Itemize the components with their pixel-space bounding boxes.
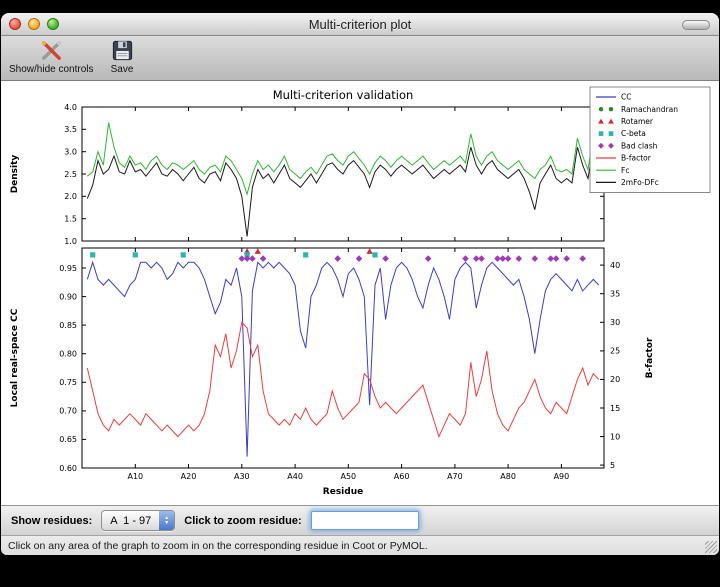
svg-text:Density: Density bbox=[10, 155, 20, 194]
svg-text:A20: A20 bbox=[181, 472, 197, 481]
svg-text:1.0: 1.0 bbox=[64, 237, 77, 246]
svg-text:B-factor: B-factor bbox=[621, 154, 652, 163]
svg-text:A10: A10 bbox=[127, 472, 143, 481]
controls-bar: Show residues: A 1 - 97 ▲▼ Click to zoom… bbox=[1, 505, 719, 535]
svg-text:A80: A80 bbox=[500, 472, 516, 481]
show-hide-controls-button[interactable]: Show/hide controls bbox=[9, 38, 94, 75]
svg-text:25: 25 bbox=[610, 347, 620, 356]
svg-text:2mFo-DFc: 2mFo-DFc bbox=[621, 178, 659, 187]
svg-text:Bad clash: Bad clash bbox=[621, 141, 658, 150]
svg-text:0.95: 0.95 bbox=[59, 264, 77, 273]
dropdown-stepper-icon: ▲▼ bbox=[159, 511, 174, 530]
multi-criterion-plot-window: Multi-criterion plot Show/hide controls bbox=[1, 13, 719, 555]
svg-text:0.75: 0.75 bbox=[59, 378, 77, 387]
svg-text:0.70: 0.70 bbox=[59, 407, 77, 416]
svg-text:40: 40 bbox=[610, 261, 620, 270]
save-button-label: Save bbox=[111, 64, 134, 75]
svg-text:A70: A70 bbox=[447, 472, 463, 481]
svg-text:C-beta: C-beta bbox=[621, 129, 646, 138]
window-title: Multi-criterion plot bbox=[309, 17, 412, 32]
svg-text:20: 20 bbox=[610, 375, 620, 384]
zoom-window-button[interactable] bbox=[47, 18, 59, 30]
svg-text:35: 35 bbox=[610, 290, 620, 299]
svg-text:A50: A50 bbox=[340, 472, 356, 481]
status-message: Click on any area of the graph to zoom i… bbox=[8, 540, 428, 552]
toolbar-toggle-button[interactable] bbox=[682, 20, 710, 30]
svg-text:10: 10 bbox=[610, 432, 620, 441]
svg-text:CC: CC bbox=[621, 93, 631, 102]
zoom-residue-input[interactable] bbox=[311, 511, 419, 530]
svg-text:1.5: 1.5 bbox=[64, 215, 77, 224]
residue-range-dropdown[interactable]: A 1 - 97 ▲▼ bbox=[101, 510, 175, 531]
svg-text:A60: A60 bbox=[394, 472, 410, 481]
residue-range-value: A 1 - 97 bbox=[110, 515, 151, 527]
save-icon bbox=[110, 38, 135, 63]
svg-text:A30: A30 bbox=[234, 472, 250, 481]
show-residues-label: Show residues: bbox=[11, 515, 92, 527]
minimize-button[interactable] bbox=[28, 18, 40, 30]
svg-text:30: 30 bbox=[610, 318, 620, 327]
svg-text:Rotamer: Rotamer bbox=[621, 117, 654, 126]
toolbar: Show/hide controls Save bbox=[1, 36, 719, 81]
titlebar[interactable]: Multi-criterion plot bbox=[1, 13, 719, 36]
svg-text:0.65: 0.65 bbox=[59, 435, 77, 444]
svg-text:B-factor: B-factor bbox=[645, 337, 655, 378]
zoom-residue-label: Click to zoom residue: bbox=[184, 515, 301, 527]
close-button[interactable] bbox=[9, 18, 21, 30]
svg-text:5: 5 bbox=[610, 461, 615, 470]
save-button[interactable]: Save bbox=[110, 38, 135, 75]
svg-text:15: 15 bbox=[610, 404, 620, 413]
show-hide-controls-label: Show/hide controls bbox=[9, 64, 94, 75]
resize-grip-icon[interactable] bbox=[705, 541, 717, 553]
show-hide-controls-icon bbox=[39, 38, 64, 63]
multi-criterion-chart[interactable]: Multi-criterion validation 1.0 1.5 2.0 2.5 3.… bbox=[4, 83, 716, 503]
svg-text:Fc: Fc bbox=[621, 166, 629, 175]
traffic-lights bbox=[9, 18, 59, 30]
svg-text:2.5: 2.5 bbox=[64, 170, 77, 179]
screen: Multi-criterion plot Show/hide controls bbox=[0, 0, 720, 587]
svg-text:3.0: 3.0 bbox=[64, 148, 77, 157]
svg-text:Ramachandran: Ramachandran bbox=[621, 105, 678, 114]
svg-text:0.60: 0.60 bbox=[59, 464, 77, 473]
plot-area: Multi-criterion validation 1.0 1.5 2.0 2.5 3.… bbox=[1, 81, 719, 505]
svg-text:0.85: 0.85 bbox=[59, 321, 77, 330]
svg-text:Residue: Residue bbox=[323, 487, 363, 497]
svg-text:A90: A90 bbox=[554, 472, 570, 481]
svg-text:Multi-criterion validation: Multi-criterion validation bbox=[273, 88, 414, 102]
svg-text:2.0: 2.0 bbox=[64, 192, 77, 201]
svg-text:A40: A40 bbox=[287, 472, 303, 481]
status-bar: Click on any area of the graph to zoom i… bbox=[1, 535, 719, 555]
svg-text:0.90: 0.90 bbox=[59, 292, 77, 301]
svg-text:0.80: 0.80 bbox=[59, 350, 77, 359]
svg-text:4.0: 4.0 bbox=[64, 103, 77, 112]
svg-text:Local real-space CC: Local real-space CC bbox=[10, 308, 20, 407]
svg-text:3.5: 3.5 bbox=[64, 125, 77, 134]
